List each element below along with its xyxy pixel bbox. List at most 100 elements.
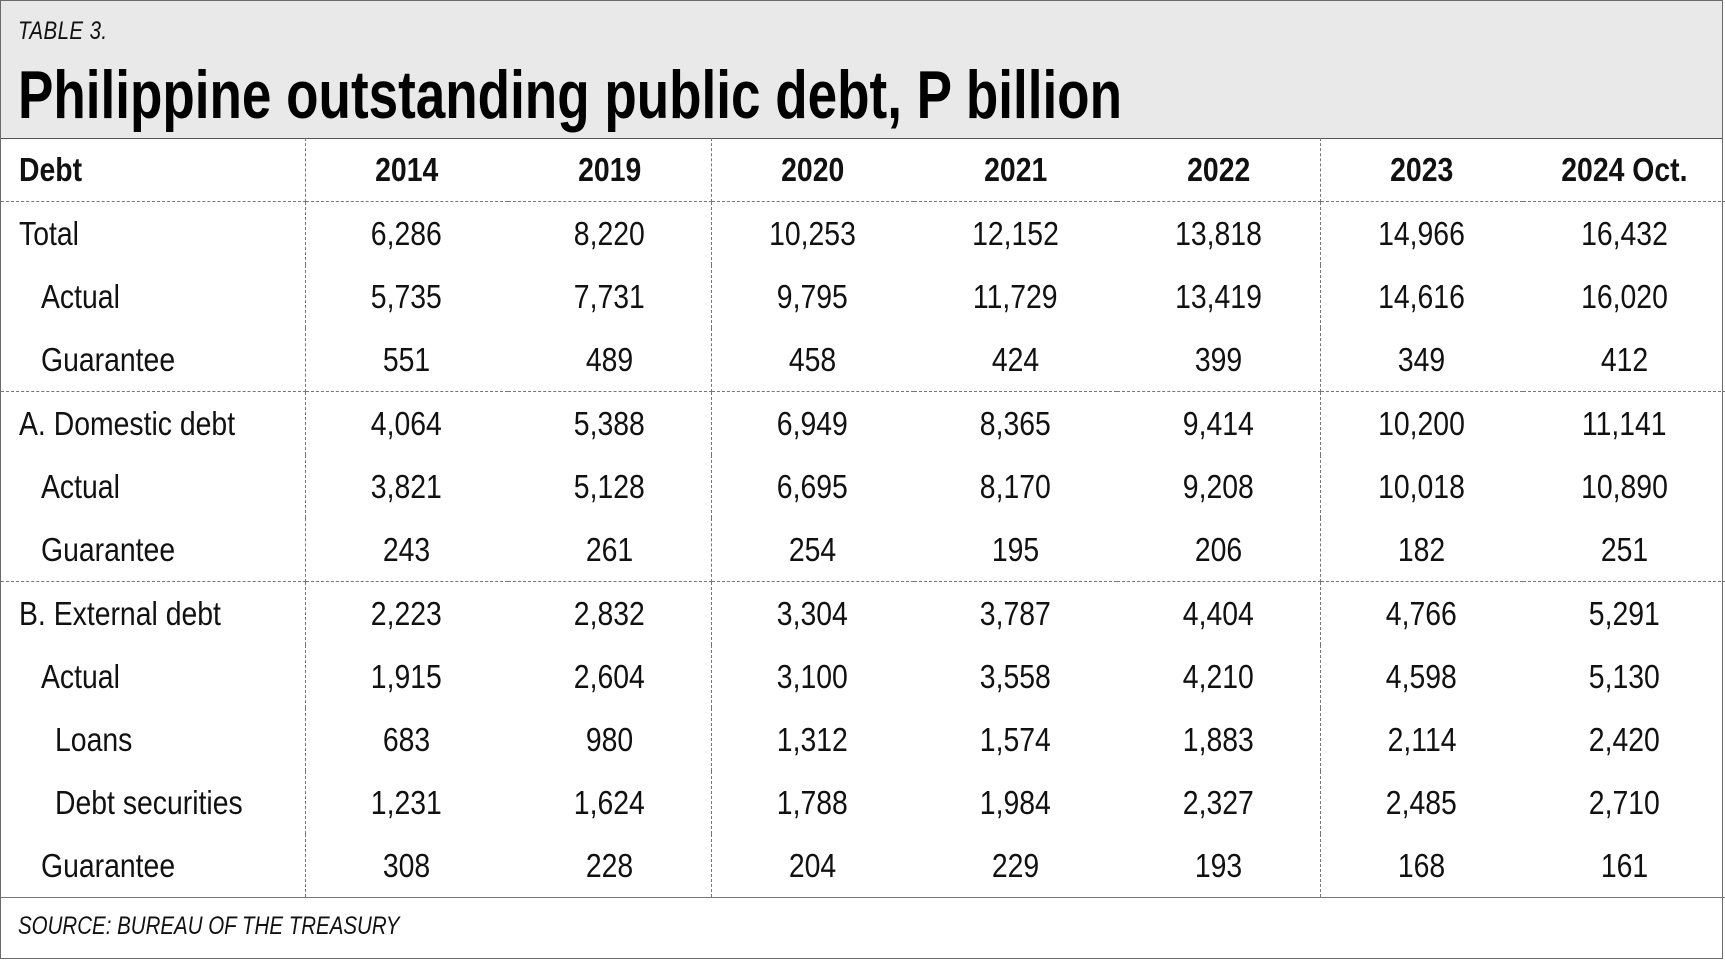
column-header-2019: 2019 [508, 138, 712, 202]
table-cell: 9,795 [777, 277, 849, 315]
table-cell: 5,735 [371, 277, 443, 315]
row-label: Guarantee [1, 834, 306, 898]
table-cell: 5,130 [1588, 657, 1661, 695]
table-cell: 251 [1523, 518, 1725, 582]
row-label: Total [1, 201, 306, 265]
table-cell: 3,100 [777, 657, 849, 695]
table-row: Guarantee 551 489 458 424 399 349 412 [1, 328, 1725, 392]
table-cell: 10,200 [1378, 404, 1466, 442]
source-note: SOURCE: BUREAU OF THE TREASURY [18, 912, 400, 940]
table-cell: 168 [1320, 834, 1523, 898]
table-cell: 6,286 [371, 214, 443, 252]
table-cell: 3,787 [979, 594, 1052, 632]
table-cell: 10,890 [1581, 467, 1668, 505]
table-row: Actual 5,735 7,731 9,795 11,729 13,419 14,616 1… [1, 265, 1725, 328]
table-cell: 2,223 [371, 594, 443, 632]
table-row: A. Domestic debt 4,064 5,388 6,949 8,365 9,41… [1, 391, 1725, 455]
table-cell: 193 [1117, 834, 1321, 898]
table-row: Guarantee 308 228 204 229 193 168 161 [1, 834, 1725, 898]
table-cell: 243 [305, 518, 508, 582]
table-cell: 2,420 [1588, 720, 1661, 758]
table-cell: 16,020 [1581, 277, 1668, 315]
table-cell: 489 [508, 328, 712, 392]
table-row: Actual 3,821 5,128 6,695 8,170 9,208 10,018 10,… [1, 455, 1725, 518]
table-cell: 5,128 [508, 455, 712, 518]
table-header-row: Debt 2014 2019 2020 2021 2022 2023 2024 … [1, 138, 1725, 202]
table-cell: 2,604 [508, 645, 712, 708]
table-cell: 1,231 [371, 783, 443, 821]
row-label: B. External debt [1, 581, 306, 645]
table-cell: 1,984 [979, 783, 1052, 821]
table-row: Actual 1,915 2,604 3,100 3,558 4,210 4,598 5,13… [1, 645, 1725, 708]
table-cell: 13,419 [1117, 265, 1321, 328]
table-cell: 4,064 [371, 404, 443, 442]
table-cell: 1,788 [777, 783, 849, 821]
table-cell: 11,141 [1582, 404, 1667, 442]
row-label: Loans [1, 708, 306, 771]
table-cell: 12,152 [972, 214, 1059, 252]
row-label: Debt securities [1, 771, 306, 834]
table-cell: 228 [508, 834, 712, 898]
table-cell: 4,210 [1117, 645, 1321, 708]
table-cell: 9,414 [1117, 391, 1321, 455]
debt-table: Debt 2014 2019 2020 2021 2022 2023 2024 … [1, 138, 1725, 898]
table-cell: 1,312 [777, 720, 849, 758]
table-cell: 2,710 [1588, 783, 1661, 821]
table-cell: 308 [305, 834, 508, 898]
table-cell: 2,485 [1386, 783, 1458, 821]
table-cell: 980 [508, 708, 712, 771]
table-cell: 4,766 [1386, 594, 1458, 632]
table-cell: 5,291 [1588, 594, 1661, 632]
table-cell: 9,208 [1117, 455, 1321, 518]
table-row: Guarantee 243 261 254 195 206 182 251 [1, 518, 1725, 582]
table-cell: 254 [711, 518, 914, 582]
row-label: Actual [1, 455, 306, 518]
row-label: Guarantee [1, 328, 306, 392]
table-cell: 182 [1320, 518, 1523, 582]
table-label: TABLE 3. [18, 17, 108, 45]
table-cell: 195 [914, 518, 1117, 582]
table-cell: 3,558 [979, 657, 1052, 695]
table-cell: 204 [711, 834, 914, 898]
table-row: Debt securities 1,231 1,624 1,788 1,984 2,327… [1, 771, 1725, 834]
row-label: A. Domestic debt [1, 391, 306, 455]
row-label: Actual [1, 265, 306, 328]
table-cell: 2,832 [508, 581, 712, 645]
table-cell: 551 [305, 328, 508, 392]
table-cell: 683 [383, 720, 431, 758]
column-header-debt: Debt [1, 138, 306, 202]
column-header-2021: 2021 [914, 138, 1117, 202]
table-cell: 8,170 [979, 467, 1052, 505]
table-cell: 1,915 [371, 657, 443, 695]
table-cell: 10,018 [1378, 467, 1466, 505]
column-header-2023: 2023 [1320, 138, 1523, 202]
table-row: Loans 683 980 1,312 1,574 1,883 2,114 2,420 [1, 708, 1725, 771]
table-cell: 399 [1117, 328, 1321, 392]
table-cell: 261 [508, 518, 712, 582]
table-cell: 3,304 [777, 594, 849, 632]
table-cell: 13,818 [1117, 201, 1321, 265]
column-header-2022: 2022 [1117, 138, 1321, 202]
table-cell: 8,220 [508, 201, 712, 265]
table-cell: 4,598 [1386, 657, 1458, 695]
table-cell: 349 [1320, 328, 1523, 392]
table-cell: 7,731 [508, 265, 712, 328]
table-cell: 14,966 [1378, 214, 1466, 252]
table-header: TABLE 3. Philippine outstanding public d… [1, 1, 1722, 139]
table-title: Philippine outstanding public debt, P bi… [18, 57, 1122, 133]
table-cell: 5,388 [508, 391, 712, 455]
column-header-2014: 2014 [305, 138, 508, 202]
table-cell: 6,949 [777, 404, 849, 442]
table-cell: 424 [914, 328, 1117, 392]
table-cell: 10,253 [769, 214, 857, 252]
table-cell: 1,883 [1117, 708, 1321, 771]
column-header-2024-oct: 2024 Oct. [1523, 138, 1725, 202]
table-cell: 14,616 [1378, 277, 1466, 315]
row-label: Actual [1, 645, 306, 708]
table-cell: 229 [914, 834, 1117, 898]
row-label: Guarantee [1, 518, 306, 582]
table-cell: 161 [1523, 834, 1725, 898]
table-row: Total 6,286 8,220 10,253 12,152 13,818 14,966 1… [1, 201, 1725, 265]
column-header-2020: 2020 [711, 138, 914, 202]
table-cell: 1,624 [508, 771, 712, 834]
